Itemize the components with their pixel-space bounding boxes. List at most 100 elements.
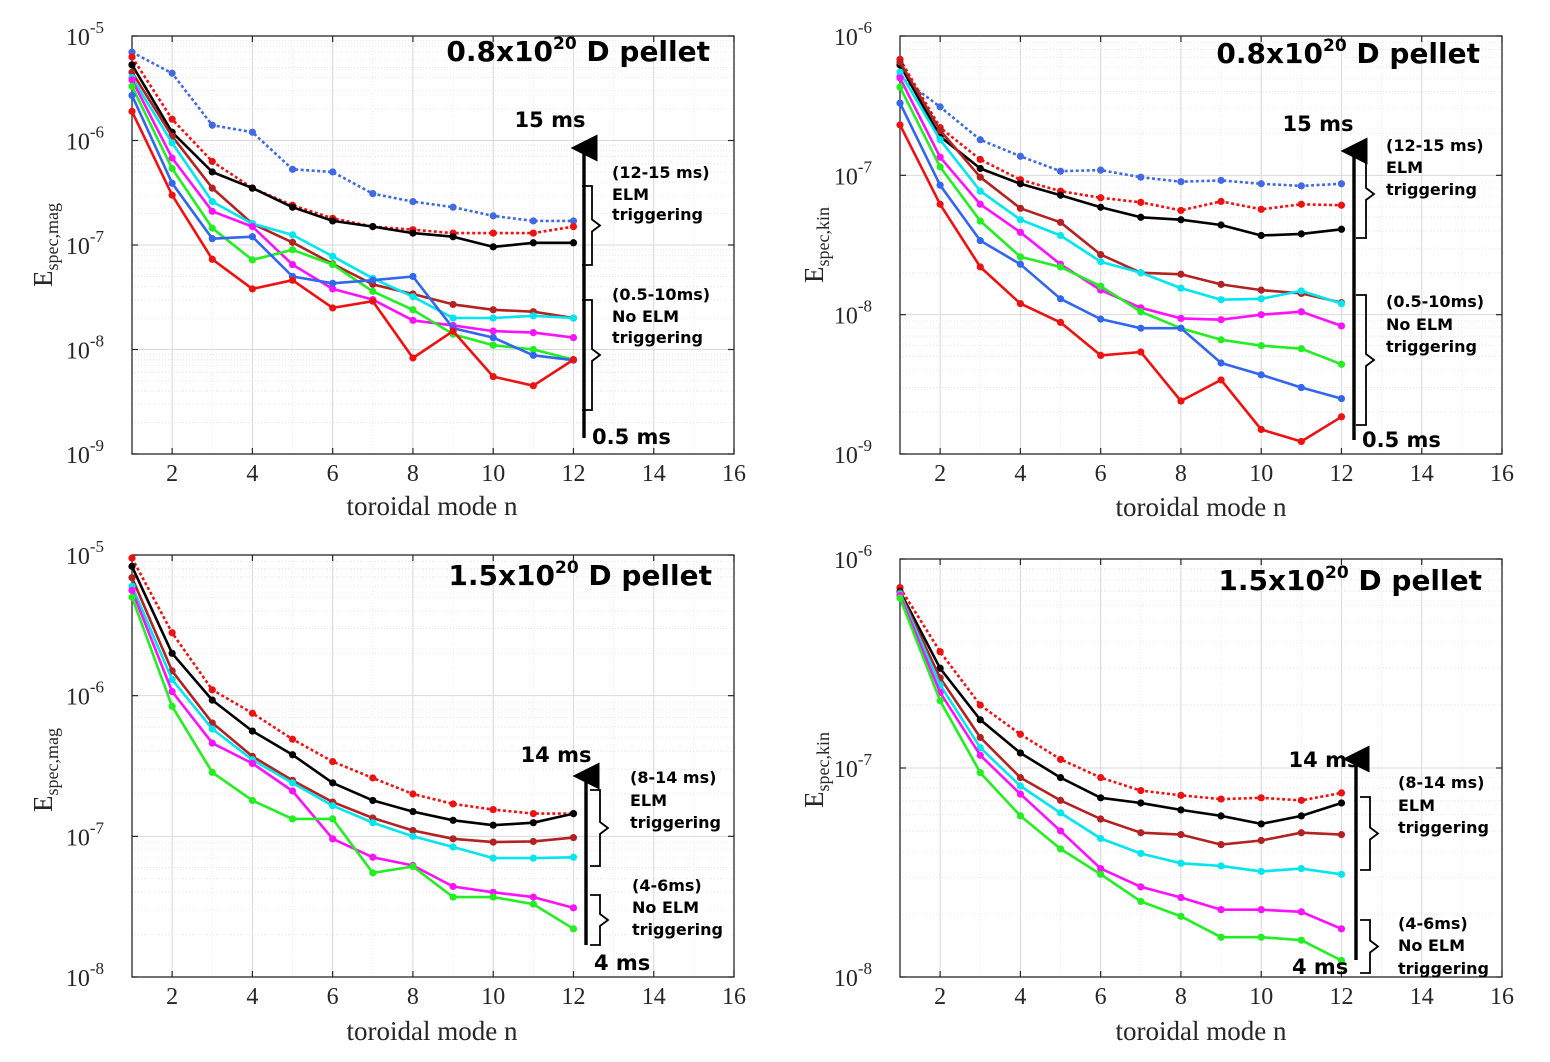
data-point: [936, 163, 944, 171]
data-point: [449, 835, 457, 843]
y-tick-exponent: -5: [90, 537, 104, 556]
data-point: [449, 800, 457, 808]
data-point: [1177, 216, 1185, 224]
data-point: [1337, 394, 1346, 403]
data-point: [329, 279, 337, 287]
data-point: [248, 256, 256, 264]
data-point: [936, 153, 944, 161]
data-point: [1217, 906, 1225, 914]
data-point: [1056, 773, 1065, 782]
annotations: 15 ms0.5 ms(12-15 ms)ELMtriggering(0.5-1…: [515, 108, 711, 449]
data-point: [529, 893, 537, 901]
series-t15: [128, 48, 578, 225]
y-tick-label: 10-9: [834, 436, 872, 469]
x-tick-label: 16: [722, 461, 746, 487]
series-t14: [896, 583, 1346, 804]
series-line-t14: [898, 58, 1342, 212]
series-line-t0_5: [130, 110, 575, 388]
data-point: [208, 157, 216, 166]
data-point: [896, 594, 904, 602]
y-tick-label: 10-5: [66, 537, 104, 570]
data-point: [569, 833, 578, 842]
data-point: [409, 229, 417, 237]
data-point: [288, 203, 297, 211]
data-point: [976, 237, 984, 245]
data-point: [1016, 152, 1024, 160]
y-tick-exponent: -6: [858, 541, 872, 560]
lower-triggering-label: triggering: [1386, 337, 1477, 356]
x-axis-label: toroidal mode n: [1116, 492, 1287, 522]
series-line-t15: [899, 75, 1342, 188]
data-point: [489, 306, 497, 314]
data-point: [1217, 933, 1225, 941]
data-point: [976, 155, 984, 164]
y-tick-base: 10: [66, 825, 90, 851]
data-point: [1137, 173, 1145, 181]
data-point: [1177, 791, 1185, 799]
upper-range-bracket: [1360, 796, 1380, 871]
series-t10: [896, 58, 1346, 307]
data-point: [1097, 258, 1105, 266]
data-point: [369, 774, 377, 782]
data-point: [329, 815, 337, 823]
series-t8: [128, 73, 578, 322]
data-point: [1137, 213, 1145, 221]
data-point: [976, 733, 984, 742]
y-tick-base: 10: [834, 25, 858, 51]
x-tick-label: 16: [722, 984, 746, 1010]
y-tick-label: 10-8: [834, 297, 872, 330]
x-tick-label: 2: [934, 984, 946, 1010]
lower-range-bracket: [1356, 294, 1376, 426]
x-tick-label: 6: [327, 461, 339, 487]
data-point: [288, 735, 297, 743]
data-point: [1097, 773, 1105, 782]
y-tick-exponent: -8: [90, 332, 104, 351]
data-point: [529, 837, 537, 846]
data-point: [128, 53, 136, 61]
data-point: [1177, 893, 1185, 902]
data-point: [976, 751, 984, 759]
y-tick-base: 10: [834, 164, 858, 190]
data-point: [1257, 794, 1265, 802]
x-tick-label: 10: [481, 461, 505, 487]
data-point: [1297, 829, 1305, 837]
data-point: [1097, 815, 1105, 823]
data-point: [1297, 936, 1305, 944]
lower-no-elm-label: No ELM: [632, 898, 699, 917]
data-point: [329, 802, 337, 810]
series-line-t10: [898, 61, 1342, 304]
data-point: [569, 217, 578, 225]
data-point: [1257, 205, 1265, 213]
data-point: [1016, 812, 1024, 820]
y-axis-label: Espec,kin: [799, 732, 833, 808]
y-tick-label: 10-5: [66, 18, 104, 51]
plot-area: [900, 36, 1502, 454]
data-point: [1257, 906, 1265, 914]
data-point: [896, 99, 904, 107]
data-point: [248, 796, 256, 805]
data-point: [288, 751, 297, 759]
data-point: [529, 345, 537, 354]
top-time-label: 15 ms: [515, 108, 586, 132]
data-point: [1137, 799, 1145, 807]
data-point: [329, 304, 337, 312]
upper-range-label: (12-15 ms): [612, 163, 710, 182]
series-line-t8: [130, 76, 574, 320]
data-point: [936, 136, 944, 144]
data-point: [936, 181, 944, 189]
data-point: [449, 882, 457, 891]
data-point: [128, 586, 136, 595]
y-tick-base: 10: [66, 339, 90, 365]
y-tick-exponent: -7: [90, 227, 105, 246]
series-line-t2: [898, 102, 1342, 400]
data-point: [288, 787, 297, 795]
data-point: [976, 263, 984, 271]
x-tick-label: 6: [1095, 461, 1107, 487]
data-point: [976, 744, 984, 752]
data-point: [288, 238, 297, 246]
data-point: [569, 356, 578, 364]
series-t10: [896, 589, 1346, 849]
lower-range-label: (0.5-10ms): [1386, 292, 1484, 311]
annotations: 15 ms0.5 ms(12-15 ms)ELMtriggering(0.5-1…: [1283, 112, 1485, 452]
